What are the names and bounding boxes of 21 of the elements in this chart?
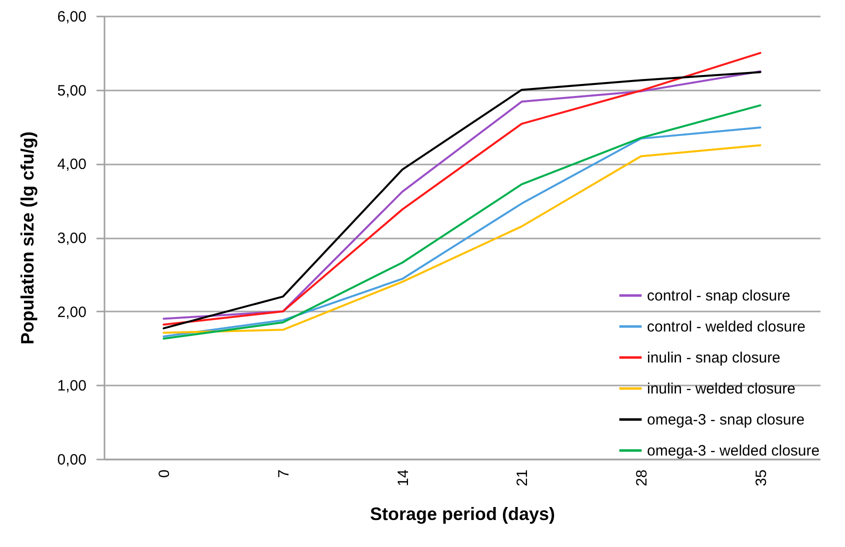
y-tick-label: 4,00 (57, 156, 86, 174)
y-tick-label: 1,00 (57, 378, 86, 395)
x-tick-label: 35 (752, 470, 770, 486)
legend-label: control - snap closure (647, 288, 790, 304)
x-axis-title: Storage period (days) (370, 504, 556, 524)
y-axis-title: Population size (lg cfu/g) (17, 132, 38, 344)
y-tick-label: 6,00 (57, 8, 86, 26)
legend-label: inulin - snap closure (647, 350, 780, 366)
y-tick-label: 3,00 (57, 230, 86, 247)
x-tick-label: 28 (634, 470, 650, 486)
y-tick-label: 0,00 (57, 452, 86, 468)
x-tick-label: 14 (394, 470, 412, 486)
legend-label: omega-3 - welded closure (647, 442, 820, 460)
legend-label: control - welded closure (647, 318, 806, 336)
y-tick-label: 2,00 (57, 304, 86, 321)
x-tick-label: 0 (156, 470, 174, 478)
x-tick-label: 7 (276, 470, 292, 478)
y-tick-label: 5,00 (57, 82, 86, 100)
legend-label: inulin - welded closure (647, 380, 796, 398)
legend-label: omega-3 - snap closure (647, 412, 805, 428)
x-tick-label: 21 (514, 470, 532, 486)
